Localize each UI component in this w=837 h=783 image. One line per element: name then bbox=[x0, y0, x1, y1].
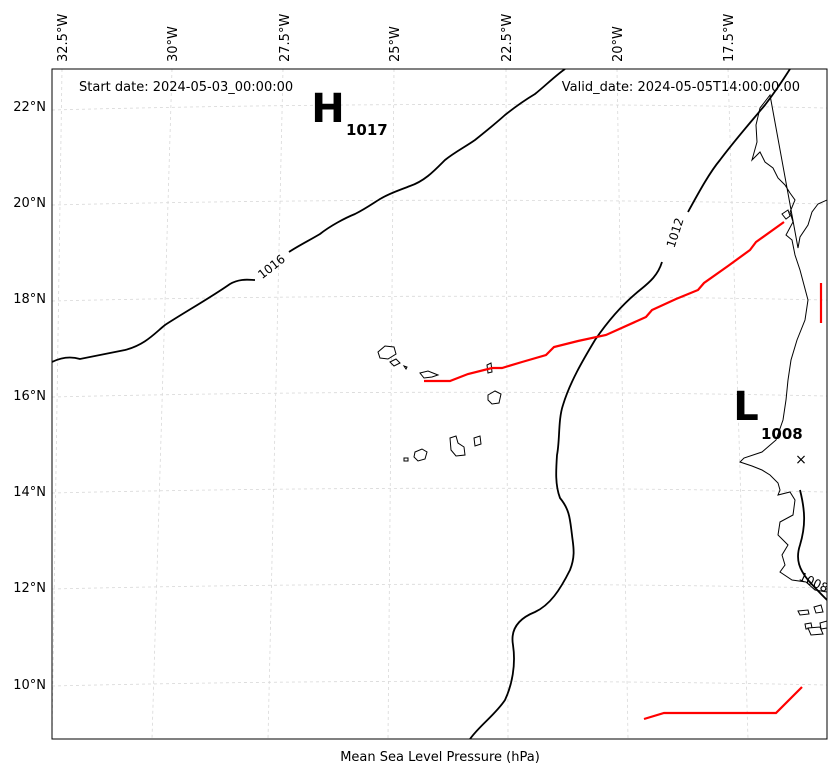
low-pressure-value: 1008 bbox=[761, 425, 803, 443]
isobar-1012 bbox=[469, 69, 791, 739]
island-santiago bbox=[449, 435, 466, 457]
island-santa-luzia bbox=[402, 365, 408, 370]
lon-label-20w: 20°W bbox=[611, 26, 626, 62]
valid-date-label: Valid_date: 2024-05-05T14:00:00.00 bbox=[562, 80, 800, 95]
isobar-1016 bbox=[52, 69, 566, 363]
lat-label-12n: 12°N bbox=[13, 581, 46, 596]
map-plot-area bbox=[52, 69, 827, 739]
lon-label-17-5w: 17.5°W bbox=[722, 14, 737, 62]
lat-label-16n: 16°N bbox=[13, 389, 46, 404]
graticule bbox=[52, 69, 827, 739]
high-pressure-value: 1017 bbox=[346, 121, 388, 139]
lat-label-22n: 22°N bbox=[13, 100, 46, 115]
isobar-1008 bbox=[797, 489, 827, 601]
track-main bbox=[424, 221, 785, 383]
latitude-labels: 22°N 20°N 18°N 16°N 14°N 12°N 10°N bbox=[13, 100, 46, 693]
map-caption: Mean Sea Level Pressure (hPa) bbox=[340, 750, 540, 765]
longitude-labels: 32.5°W 30°W 27.5°W 25°W 22.5°W 20°W 17.5… bbox=[56, 14, 737, 62]
island-bijagos-5 bbox=[819, 620, 827, 630]
lat-label-20n: 20°N bbox=[13, 196, 46, 211]
africa-coastline bbox=[739, 93, 827, 593]
lon-label-25w: 25°W bbox=[388, 26, 403, 62]
isobars bbox=[52, 69, 827, 739]
low-pressure-symbol: L bbox=[733, 384, 759, 430]
island-sao-vicente bbox=[389, 358, 401, 367]
island-maio bbox=[473, 435, 482, 447]
island-fogo bbox=[413, 448, 428, 462]
island-santo-antao bbox=[377, 345, 397, 360]
island-bijagos-4 bbox=[807, 626, 824, 636]
storm-tracks bbox=[424, 221, 823, 721]
island-bijagos-2 bbox=[813, 604, 824, 614]
lon-label-27-5w: 27.5°W bbox=[278, 14, 293, 62]
map-frame bbox=[51, 68, 828, 740]
start-date-label: Start date: 2024-05-03_00:00:00 bbox=[79, 80, 293, 95]
lat-label-18n: 18°N bbox=[13, 292, 46, 307]
lon-label-30w: 30°W bbox=[166, 26, 181, 62]
lat-label-10n: 10°N bbox=[13, 678, 46, 693]
island-tidra bbox=[781, 209, 791, 220]
island-brava bbox=[403, 457, 409, 462]
track-south bbox=[643, 686, 803, 721]
low-center-marker: × bbox=[795, 452, 807, 468]
island-bijagos-1 bbox=[797, 609, 810, 616]
lon-label-22-5w: 22.5°W bbox=[500, 14, 515, 62]
high-pressure-symbol: H bbox=[311, 86, 344, 132]
lat-label-14n: 14°N bbox=[13, 485, 46, 500]
lon-label-32-5w: 32.5°W bbox=[56, 14, 71, 62]
island-boa-vista bbox=[487, 390, 502, 405]
island-sao-nicolau bbox=[419, 370, 440, 379]
coastlines bbox=[377, 93, 827, 636]
